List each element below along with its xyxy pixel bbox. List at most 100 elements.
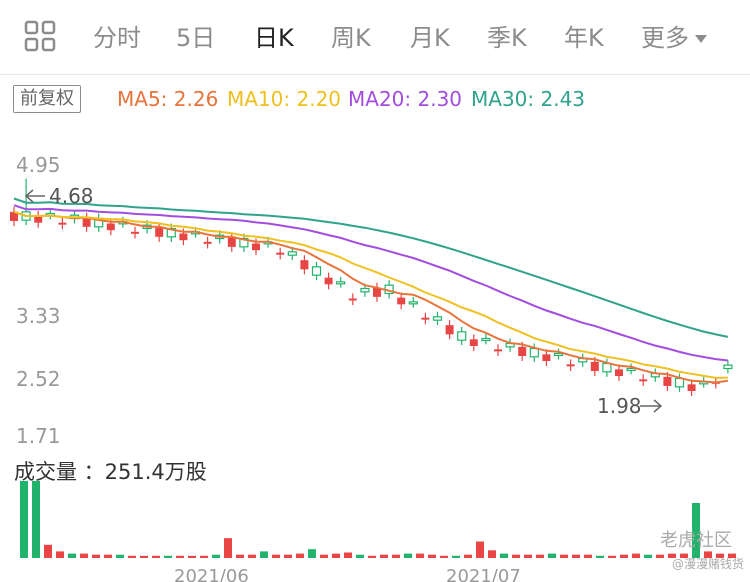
volume-bar [212, 554, 220, 558]
volume-bar [620, 554, 628, 558]
ma30-line [13, 197, 729, 338]
volume-bar [536, 554, 544, 558]
candle-body [432, 316, 443, 321]
volume-bar [416, 553, 424, 558]
volume-bar [692, 503, 700, 558]
tab-quarterly-k[interactable]: 季K [487, 24, 527, 52]
volume-bar [572, 554, 580, 558]
volume-bar [272, 554, 280, 558]
candle-body [687, 384, 696, 391]
candle-body [252, 243, 260, 251]
volume-bar [200, 555, 208, 558]
candle-body [360, 287, 370, 293]
volume-bar [320, 554, 328, 558]
ma5-line [13, 210, 729, 384]
volume-bar [380, 554, 388, 558]
volume-bar [116, 554, 124, 558]
candle-body [10, 211, 18, 221]
candle-body [106, 223, 115, 231]
ma5-value: MA5: 2.26 [117, 87, 219, 111]
candle-body [542, 354, 551, 361]
candle-body [397, 297, 406, 305]
volume-bar [32, 481, 40, 558]
volume-bar [284, 554, 292, 558]
candle-body [421, 317, 430, 320]
tab-daily-k[interactable]: 日K [254, 24, 294, 52]
candle-body [336, 281, 346, 285]
volume-bar [368, 555, 376, 558]
grid-menu-icon[interactable] [24, 20, 56, 52]
price-axis-label-1: 3.33 [16, 304, 61, 328]
date-label-1: 2021/07 [446, 566, 521, 582]
volume-bar [404, 553, 412, 558]
candle-body [203, 241, 212, 244]
volume-bars-group [20, 481, 736, 558]
volume-bar [728, 553, 736, 558]
tab-5day[interactable]: 5日 [176, 24, 216, 52]
volume-bar [296, 553, 304, 558]
volume-bar [548, 553, 556, 558]
candle-body [529, 347, 539, 358]
candle-body [324, 277, 333, 285]
volume-bar [56, 551, 64, 558]
watermark-user: @漫漫赌钱货 [671, 557, 744, 571]
candle-body [179, 233, 188, 241]
tab-intraday[interactable]: 分时 [93, 24, 141, 52]
candle-body [553, 352, 564, 357]
volume-bar [596, 555, 604, 558]
volume-bar [644, 554, 652, 558]
volume-bar [500, 553, 508, 558]
volume-bar [176, 555, 184, 558]
volume-chart[interactable]: 2021/06 2021/07 [0, 480, 750, 582]
volume-bar [584, 554, 592, 558]
candle-body [300, 260, 309, 270]
candle-body [276, 252, 285, 255]
volume-bar [248, 554, 256, 558]
candle-body [348, 298, 357, 301]
candle-body [373, 287, 381, 297]
volume-bar [236, 554, 244, 558]
candle-body [408, 301, 418, 305]
volume-bar [308, 549, 316, 558]
candle-body [457, 331, 467, 341]
candle-body [639, 379, 648, 382]
candle-body [674, 377, 685, 388]
tab-more[interactable]: 更多 [641, 18, 707, 53]
candle-body [34, 216, 43, 223]
tab-yearly-k[interactable]: 年K [564, 24, 604, 52]
volume-bar [440, 555, 448, 558]
candle-body [58, 222, 67, 225]
candle-body [131, 231, 139, 234]
ma-lines-group [13, 197, 729, 384]
volume-bar [356, 554, 364, 558]
candle-body [663, 376, 672, 386]
volume-bar [632, 553, 640, 558]
tab-weekly-k[interactable]: 周K [331, 24, 371, 52]
volume-bar [68, 553, 76, 558]
candle-body [626, 367, 636, 372]
volume-bar [608, 555, 616, 558]
candle-body [602, 362, 612, 373]
volume-bar [464, 554, 472, 558]
candle-body [566, 364, 575, 367]
period-tab-bar: 分时 5日 日K 周K 月K 季K 年K 更多 [0, 0, 750, 75]
chevron-down-icon [695, 35, 707, 43]
volume-bar [152, 555, 160, 558]
watermark: 老虎社区 [660, 530, 732, 551]
ma-indicator-row: 前复权 MA5: 2.26 MA10: 2.20 MA20: 2.30 MA30… [0, 80, 750, 116]
volume-bar [476, 541, 484, 558]
candlestick-chart[interactable]: 4.95 3.33 2.52 1.71 4.68 1.98 [0, 140, 750, 450]
price-axis-label-0: 4.95 [16, 153, 61, 177]
candle-body [494, 349, 502, 352]
volume-bar [104, 554, 112, 558]
volume-bar [20, 481, 28, 558]
candle-body [615, 369, 623, 376]
ma20-value: MA20: 2.30 [348, 87, 463, 111]
volume-bar [716, 553, 724, 558]
tab-monthly-k[interactable]: 月K [410, 24, 450, 52]
price-axis-label-2: 2.52 [16, 367, 61, 391]
volume-bar [260, 551, 268, 558]
volume-bar [452, 555, 460, 558]
price-adjust-button[interactable]: 前复权 [13, 85, 81, 113]
ma10-line [13, 210, 728, 379]
